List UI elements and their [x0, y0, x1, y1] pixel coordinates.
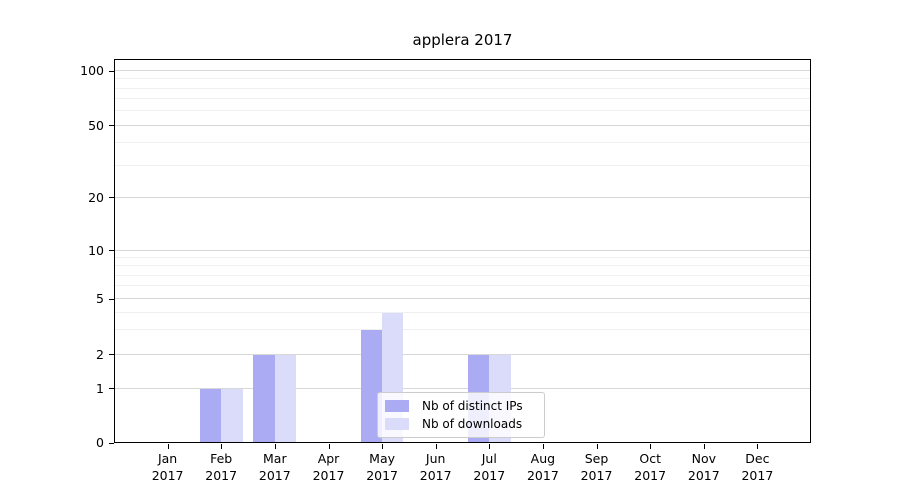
- x-tick-year: 2017: [687, 468, 720, 483]
- x-tick-month: Apr: [317, 451, 340, 466]
- y-tick-label: 0: [96, 435, 104, 450]
- x-tick-year: 2017: [634, 468, 667, 483]
- x-tick-mark: [757, 444, 759, 449]
- minor-gridline: [114, 78, 811, 80]
- x-tick-mark: [650, 444, 652, 449]
- minor-gridline: [114, 265, 811, 267]
- y-tick-label: 5: [96, 291, 104, 306]
- x-tick-year: 2017: [741, 468, 774, 483]
- plot-area: [114, 59, 811, 443]
- x-tick-label: Jun 2017: [401, 450, 471, 484]
- major-gridline: [114, 353, 811, 355]
- x-tick-month: Jun: [425, 451, 446, 466]
- x-tick-month: Jul: [481, 451, 497, 466]
- legend-swatch-icon: [385, 418, 409, 430]
- x-tick-mark: [274, 444, 276, 449]
- x-tick-year: 2017: [366, 468, 398, 483]
- x-tick-label: Jan 2017: [133, 450, 203, 484]
- minor-gridline: [114, 110, 811, 112]
- bar-distinct-ips: [360, 330, 382, 443]
- x-tick-label: Apr 2017: [294, 450, 364, 484]
- y-tick-mark: [109, 70, 114, 72]
- y-tick-label: 100: [80, 63, 104, 78]
- minor-gridline: [114, 311, 811, 313]
- axes-spines: [114, 59, 811, 443]
- x-tick-label: Nov 2017: [669, 450, 739, 484]
- x-tick-month: Oct: [639, 451, 661, 466]
- x-tick-mark: [596, 444, 598, 449]
- legend-item: Nb of downloads: [385, 417, 544, 431]
- minor-gridline: [114, 329, 811, 330]
- legend-item: Nb of distinct IPs: [385, 399, 544, 413]
- x-tick-mark: [221, 444, 223, 449]
- x-tick-month: Nov: [691, 451, 716, 466]
- x-tick-label: Oct 2017: [615, 450, 685, 484]
- minor-gridline: [114, 285, 811, 287]
- bar-downloads: [221, 388, 243, 443]
- legend: Nb of distinct IPs Nb of downloads: [377, 392, 545, 438]
- x-tick-month: Feb: [210, 451, 233, 466]
- y-tick-label: 20: [88, 189, 104, 205]
- x-tick-label: Jul 2017: [454, 450, 524, 484]
- x-tick-mark: [542, 444, 544, 449]
- bar-distinct-ips: [253, 354, 275, 443]
- x-tick-month: Sep: [584, 451, 609, 466]
- y-tick-label: 50: [88, 117, 104, 133]
- legend-label: Nb of distinct IPs: [422, 399, 523, 413]
- x-tick-year: 2017: [473, 468, 506, 483]
- x-tick-month: Aug: [530, 451, 556, 466]
- y-tick-mark: [109, 388, 114, 389]
- x-tick-year: 2017: [258, 468, 291, 483]
- x-tick-month: Dec: [745, 451, 770, 466]
- y-tick-mark: [109, 125, 114, 127]
- y-tick-label: 10: [88, 242, 104, 258]
- minor-gridline: [114, 87, 811, 89]
- x-tick-year: 2017: [205, 468, 238, 483]
- x-tick-month: Mar: [263, 451, 287, 466]
- y-tick-mark: [109, 250, 114, 252]
- major-gridline: [114, 70, 811, 71]
- y-tick-mark: [109, 197, 114, 199]
- x-tick-mark: [489, 444, 491, 449]
- legend-label: Nb of downloads: [422, 417, 523, 431]
- major-gridline: [114, 298, 811, 299]
- x-tick-year: 2017: [151, 468, 184, 483]
- x-tick-year: 2017: [312, 468, 345, 483]
- bar-downloads: [274, 354, 297, 443]
- x-tick-label: Sep 2017: [562, 450, 632, 484]
- x-tick-year: 2017: [526, 468, 559, 483]
- x-tick-label: Mar 2017: [240, 450, 310, 484]
- major-gridline: [114, 249, 811, 251]
- x-tick-month: May: [369, 451, 396, 466]
- minor-gridline: [114, 142, 811, 144]
- x-tick-label: Dec 2017: [722, 450, 792, 484]
- y-tick-mark: [109, 442, 114, 444]
- minor-gridline: [114, 165, 811, 166]
- x-tick-label: May 2017: [347, 450, 417, 484]
- y-tick-label: 2: [96, 346, 104, 362]
- x-tick-mark: [703, 444, 705, 449]
- major-gridline: [114, 387, 811, 389]
- legend-swatch-icon: [385, 400, 409, 412]
- x-tick-mark: [382, 444, 384, 449]
- x-tick-label: Aug 2017: [508, 450, 578, 484]
- major-gridline: [114, 124, 811, 126]
- x-tick-mark: [167, 444, 169, 449]
- x-tick-mark: [328, 444, 330, 449]
- minor-gridline: [114, 274, 811, 276]
- bar-distinct-ips: [199, 388, 222, 443]
- x-tick-mark: [435, 444, 437, 449]
- x-tick-label: Feb 2017: [186, 450, 256, 484]
- y-tick-label: 1: [96, 380, 104, 396]
- major-gridline: [114, 196, 811, 198]
- minor-gridline: [114, 98, 811, 100]
- x-tick-year: 2017: [580, 468, 613, 483]
- y-tick-mark: [109, 354, 114, 356]
- minor-gridline: [114, 257, 811, 259]
- chart-title: applera 2017: [412, 31, 513, 49]
- y-tick-mark: [109, 298, 114, 300]
- x-tick-year: 2017: [419, 468, 452, 483]
- x-tick-month: Jan: [157, 451, 178, 466]
